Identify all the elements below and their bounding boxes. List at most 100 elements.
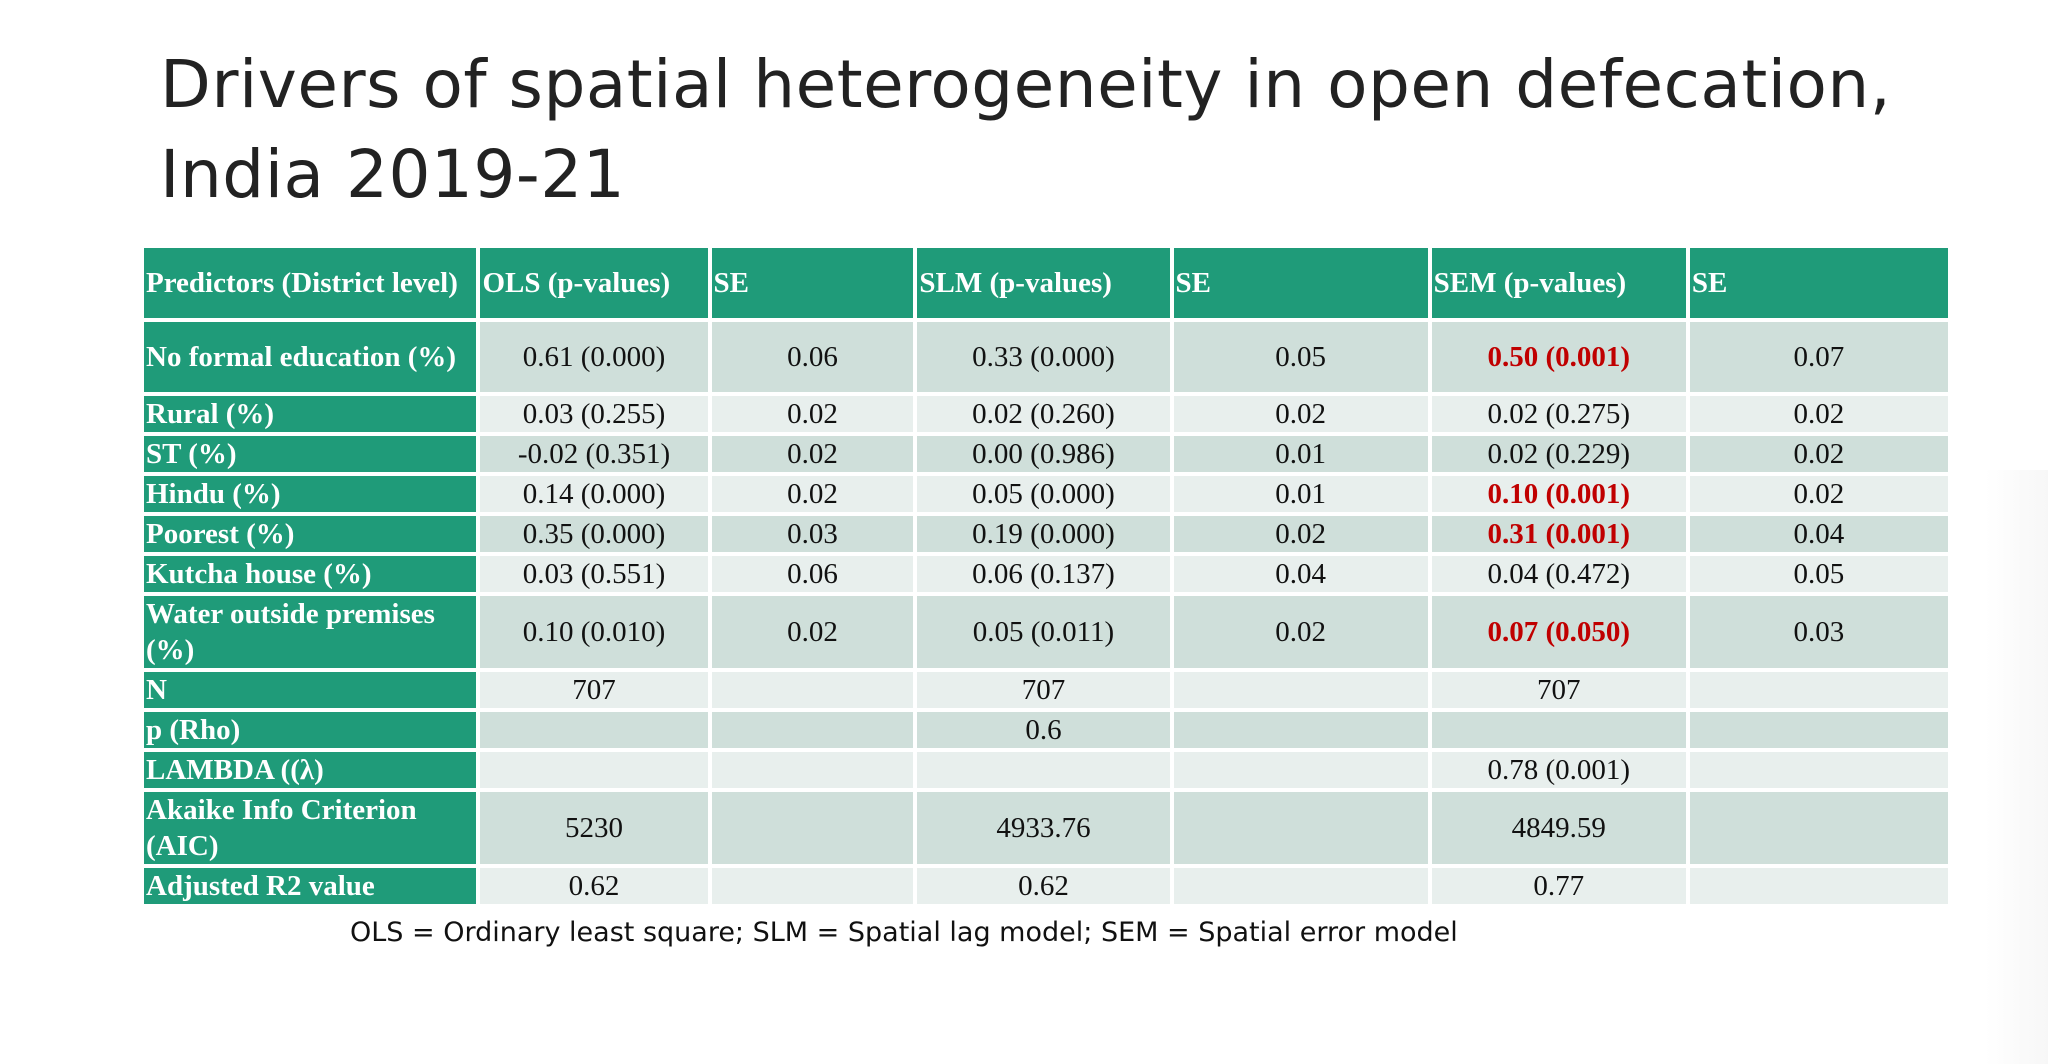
table-row-st: ST (%) -0.02 (0.351) 0.02 0.00 (0.986) 0… bbox=[144, 436, 1948, 472]
ols-se-cell bbox=[711, 712, 914, 748]
ols-cell: 0.61 (0.000) bbox=[480, 322, 708, 392]
slm-se-cell bbox=[1173, 712, 1428, 748]
row-label: Poorest (%) bbox=[144, 516, 477, 552]
table-header-row: Predictors (District level) OLS (p-value… bbox=[144, 248, 1948, 318]
ols-cell bbox=[480, 752, 708, 788]
row-label: No formal education (%) bbox=[144, 322, 477, 392]
slm-se-cell: 0.02 bbox=[1173, 516, 1428, 552]
ols-cell: 0.62 bbox=[480, 868, 708, 904]
slm-cell: 0.19 (0.000) bbox=[917, 516, 1170, 552]
slm-cell: 0.05 (0.000) bbox=[917, 476, 1170, 512]
ols-cell: 0.03 (0.551) bbox=[480, 556, 708, 592]
ols-se-cell: 0.03 bbox=[711, 516, 914, 552]
slm-se-cell bbox=[1173, 672, 1428, 708]
slm-cell: 0.02 (0.260) bbox=[917, 396, 1170, 432]
ols-cell: 0.35 (0.000) bbox=[480, 516, 708, 552]
ols-se-cell bbox=[711, 672, 914, 708]
table-row-rural: Rural (%) 0.03 (0.255) 0.02 0.02 (0.260)… bbox=[144, 396, 1948, 432]
slide-title: Drivers of spatial heterogeneity in open… bbox=[160, 46, 1892, 213]
slm-cell: 0.33 (0.000) bbox=[917, 322, 1170, 392]
sem-se-cell: 0.05 bbox=[1689, 556, 1948, 592]
header-slm: SLM (p-values) bbox=[917, 248, 1170, 318]
sem-cell-highlighted: 0.07 (0.050) bbox=[1431, 596, 1686, 668]
sem-se-cell bbox=[1689, 672, 1948, 708]
sem-cell: 0.02 (0.275) bbox=[1431, 396, 1686, 432]
ols-se-cell bbox=[711, 752, 914, 788]
header-sem: SEM (p-values) bbox=[1431, 248, 1686, 318]
ols-se-cell: 0.02 bbox=[711, 436, 914, 472]
ols-cell bbox=[480, 712, 708, 748]
sem-cell: 4849.59 bbox=[1431, 792, 1686, 864]
row-label: Water outside premises (%) bbox=[144, 596, 477, 668]
slm-cell bbox=[917, 752, 1170, 788]
ols-cell: 707 bbox=[480, 672, 708, 708]
sem-se-cell bbox=[1689, 752, 1948, 788]
row-label: LAMBDA ((λ) bbox=[144, 752, 477, 788]
ols-cell: 0.10 (0.010) bbox=[480, 596, 708, 668]
sem-cell-highlighted: 0.31 (0.001) bbox=[1431, 516, 1686, 552]
ols-se-cell: 0.06 bbox=[711, 322, 914, 392]
header-sem-se: SE bbox=[1689, 248, 1948, 318]
table-row-lambda: LAMBDA ((λ) 0.78 (0.001) bbox=[144, 752, 1948, 788]
abbreviation-footnote: OLS = Ordinary least square; SLM = Spati… bbox=[350, 917, 1458, 948]
header-ols: OLS (p-values) bbox=[480, 248, 708, 318]
sem-cell-highlighted: 0.50 (0.001) bbox=[1431, 322, 1686, 392]
row-label: Akaike Info Criterion (AIC) bbox=[144, 792, 477, 864]
slm-se-cell: 0.04 bbox=[1173, 556, 1428, 592]
ols-se-cell: 0.02 bbox=[711, 476, 914, 512]
table-row-aic: Akaike Info Criterion (AIC) 5230 4933.76… bbox=[144, 792, 1948, 864]
sem-cell: 707 bbox=[1431, 672, 1686, 708]
ols-cell: 0.03 (0.255) bbox=[480, 396, 708, 432]
slm-cell: 0.05 (0.011) bbox=[917, 596, 1170, 668]
sem-cell bbox=[1431, 712, 1686, 748]
slm-se-cell bbox=[1173, 792, 1428, 864]
ols-se-cell: 0.02 bbox=[711, 396, 914, 432]
sem-cell: 0.77 bbox=[1431, 868, 1686, 904]
ols-se-cell: 0.02 bbox=[711, 596, 914, 668]
sem-se-cell bbox=[1689, 868, 1948, 904]
sem-se-cell: 0.02 bbox=[1689, 436, 1948, 472]
slm-cell: 0.62 bbox=[917, 868, 1170, 904]
ols-cell: 5230 bbox=[480, 792, 708, 864]
ols-se-cell: 0.06 bbox=[711, 556, 914, 592]
table-row-adjusted-r2: Adjusted R2 value 0.62 0.62 0.77 bbox=[144, 868, 1948, 904]
sem-se-cell: 0.04 bbox=[1689, 516, 1948, 552]
table-row-water-outside-premises: Water outside premises (%) 0.10 (0.010) … bbox=[144, 596, 1948, 668]
sem-se-cell bbox=[1689, 712, 1948, 748]
slm-se-cell: 0.01 bbox=[1173, 436, 1428, 472]
ols-cell: -0.02 (0.351) bbox=[480, 436, 708, 472]
table-row-no-formal-education: No formal education (%) 0.61 (0.000) 0.0… bbox=[144, 322, 1948, 392]
row-label: p (Rho) bbox=[144, 712, 477, 748]
slm-cell: 707 bbox=[917, 672, 1170, 708]
sem-cell: 0.78 (0.001) bbox=[1431, 752, 1686, 788]
row-label: Hindu (%) bbox=[144, 476, 477, 512]
sem-se-cell: 0.02 bbox=[1689, 396, 1948, 432]
table-row-kutcha-house: Kutcha house (%) 0.03 (0.551) 0.06 0.06 … bbox=[144, 556, 1948, 592]
slm-cell: 0.06 (0.137) bbox=[917, 556, 1170, 592]
sem-cell: 0.04 (0.472) bbox=[1431, 556, 1686, 592]
slm-cell: 4933.76 bbox=[917, 792, 1170, 864]
ols-cell: 0.14 (0.000) bbox=[480, 476, 708, 512]
ols-se-cell bbox=[711, 868, 914, 904]
header-slm-se: SE bbox=[1173, 248, 1428, 318]
row-label: ST (%) bbox=[144, 436, 477, 472]
slide-edge-shade bbox=[1985, 470, 2048, 1064]
slm-cell: 0.6 bbox=[917, 712, 1170, 748]
table-row-n: N 707 707 707 bbox=[144, 672, 1948, 708]
slm-cell: 0.00 (0.986) bbox=[917, 436, 1170, 472]
slm-se-cell bbox=[1173, 868, 1428, 904]
sem-cell-highlighted: 0.10 (0.001) bbox=[1431, 476, 1686, 512]
ols-se-cell bbox=[711, 792, 914, 864]
row-label: N bbox=[144, 672, 477, 708]
slm-se-cell: 0.05 bbox=[1173, 322, 1428, 392]
table-row-poorest: Poorest (%) 0.35 (0.000) 0.03 0.19 (0.00… bbox=[144, 516, 1948, 552]
header-predictors: Predictors (District level) bbox=[144, 248, 477, 318]
sem-cell: 0.02 (0.229) bbox=[1431, 436, 1686, 472]
header-ols-se: SE bbox=[711, 248, 914, 318]
sem-se-cell: 0.02 bbox=[1689, 476, 1948, 512]
regression-results-table: Predictors (District level) OLS (p-value… bbox=[140, 244, 1952, 908]
table-row-hindu: Hindu (%) 0.14 (0.000) 0.02 0.05 (0.000)… bbox=[144, 476, 1948, 512]
slm-se-cell: 0.02 bbox=[1173, 596, 1428, 668]
row-label: Rural (%) bbox=[144, 396, 477, 432]
table-row-rho: p (Rho) 0.6 bbox=[144, 712, 1948, 748]
